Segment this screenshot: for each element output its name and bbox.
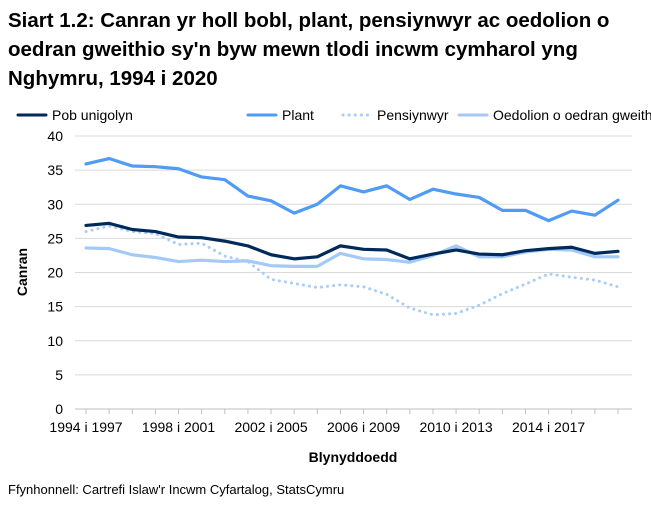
series-line-pob-unigolyn	[84, 221, 620, 261]
chart-title: Siart 1.2: Canran yr holl bobl, plant, p…	[8, 9, 610, 90]
y-tick-label: 15	[47, 299, 63, 315]
x-tick-label: 2006 i 2009	[327, 419, 400, 435]
y-tick-label: 0	[55, 401, 63, 417]
legend-label: Oedolion o oedran gweithio	[493, 107, 651, 123]
legend-label: Plant	[282, 107, 314, 123]
y-tick-label: 5	[55, 367, 63, 383]
y-tick-label: 40	[47, 128, 63, 144]
source-note: Ffynhonnell: Cartrefi Islaw'r Incwm Cyfa…	[8, 482, 345, 497]
x-tick-label: 2014 i 2017	[512, 419, 585, 435]
x-tick-label: 1998 i 2001	[142, 419, 215, 435]
x-tick-label: 2002 i 2005	[234, 419, 307, 435]
legend-label: Pob unigolyn	[52, 107, 133, 123]
y-tick-label: 35	[47, 162, 63, 178]
legend-label: Pensiynwyr	[377, 107, 449, 123]
series-line-pensiynwyr	[84, 224, 620, 317]
series-line-plant	[84, 156, 620, 223]
x-axis-title: Blynyddoedd	[309, 449, 398, 465]
y-tick-label: 25	[47, 230, 63, 246]
x-tick-label: 1994 i 1997	[49, 419, 122, 435]
y-tick-label: 10	[47, 333, 63, 349]
y-axis-title: Canran	[14, 248, 30, 296]
x-tick-label: 2010 i 2013	[419, 419, 492, 435]
y-tick-label: 30	[47, 196, 63, 212]
y-tick-label: 20	[47, 265, 63, 281]
